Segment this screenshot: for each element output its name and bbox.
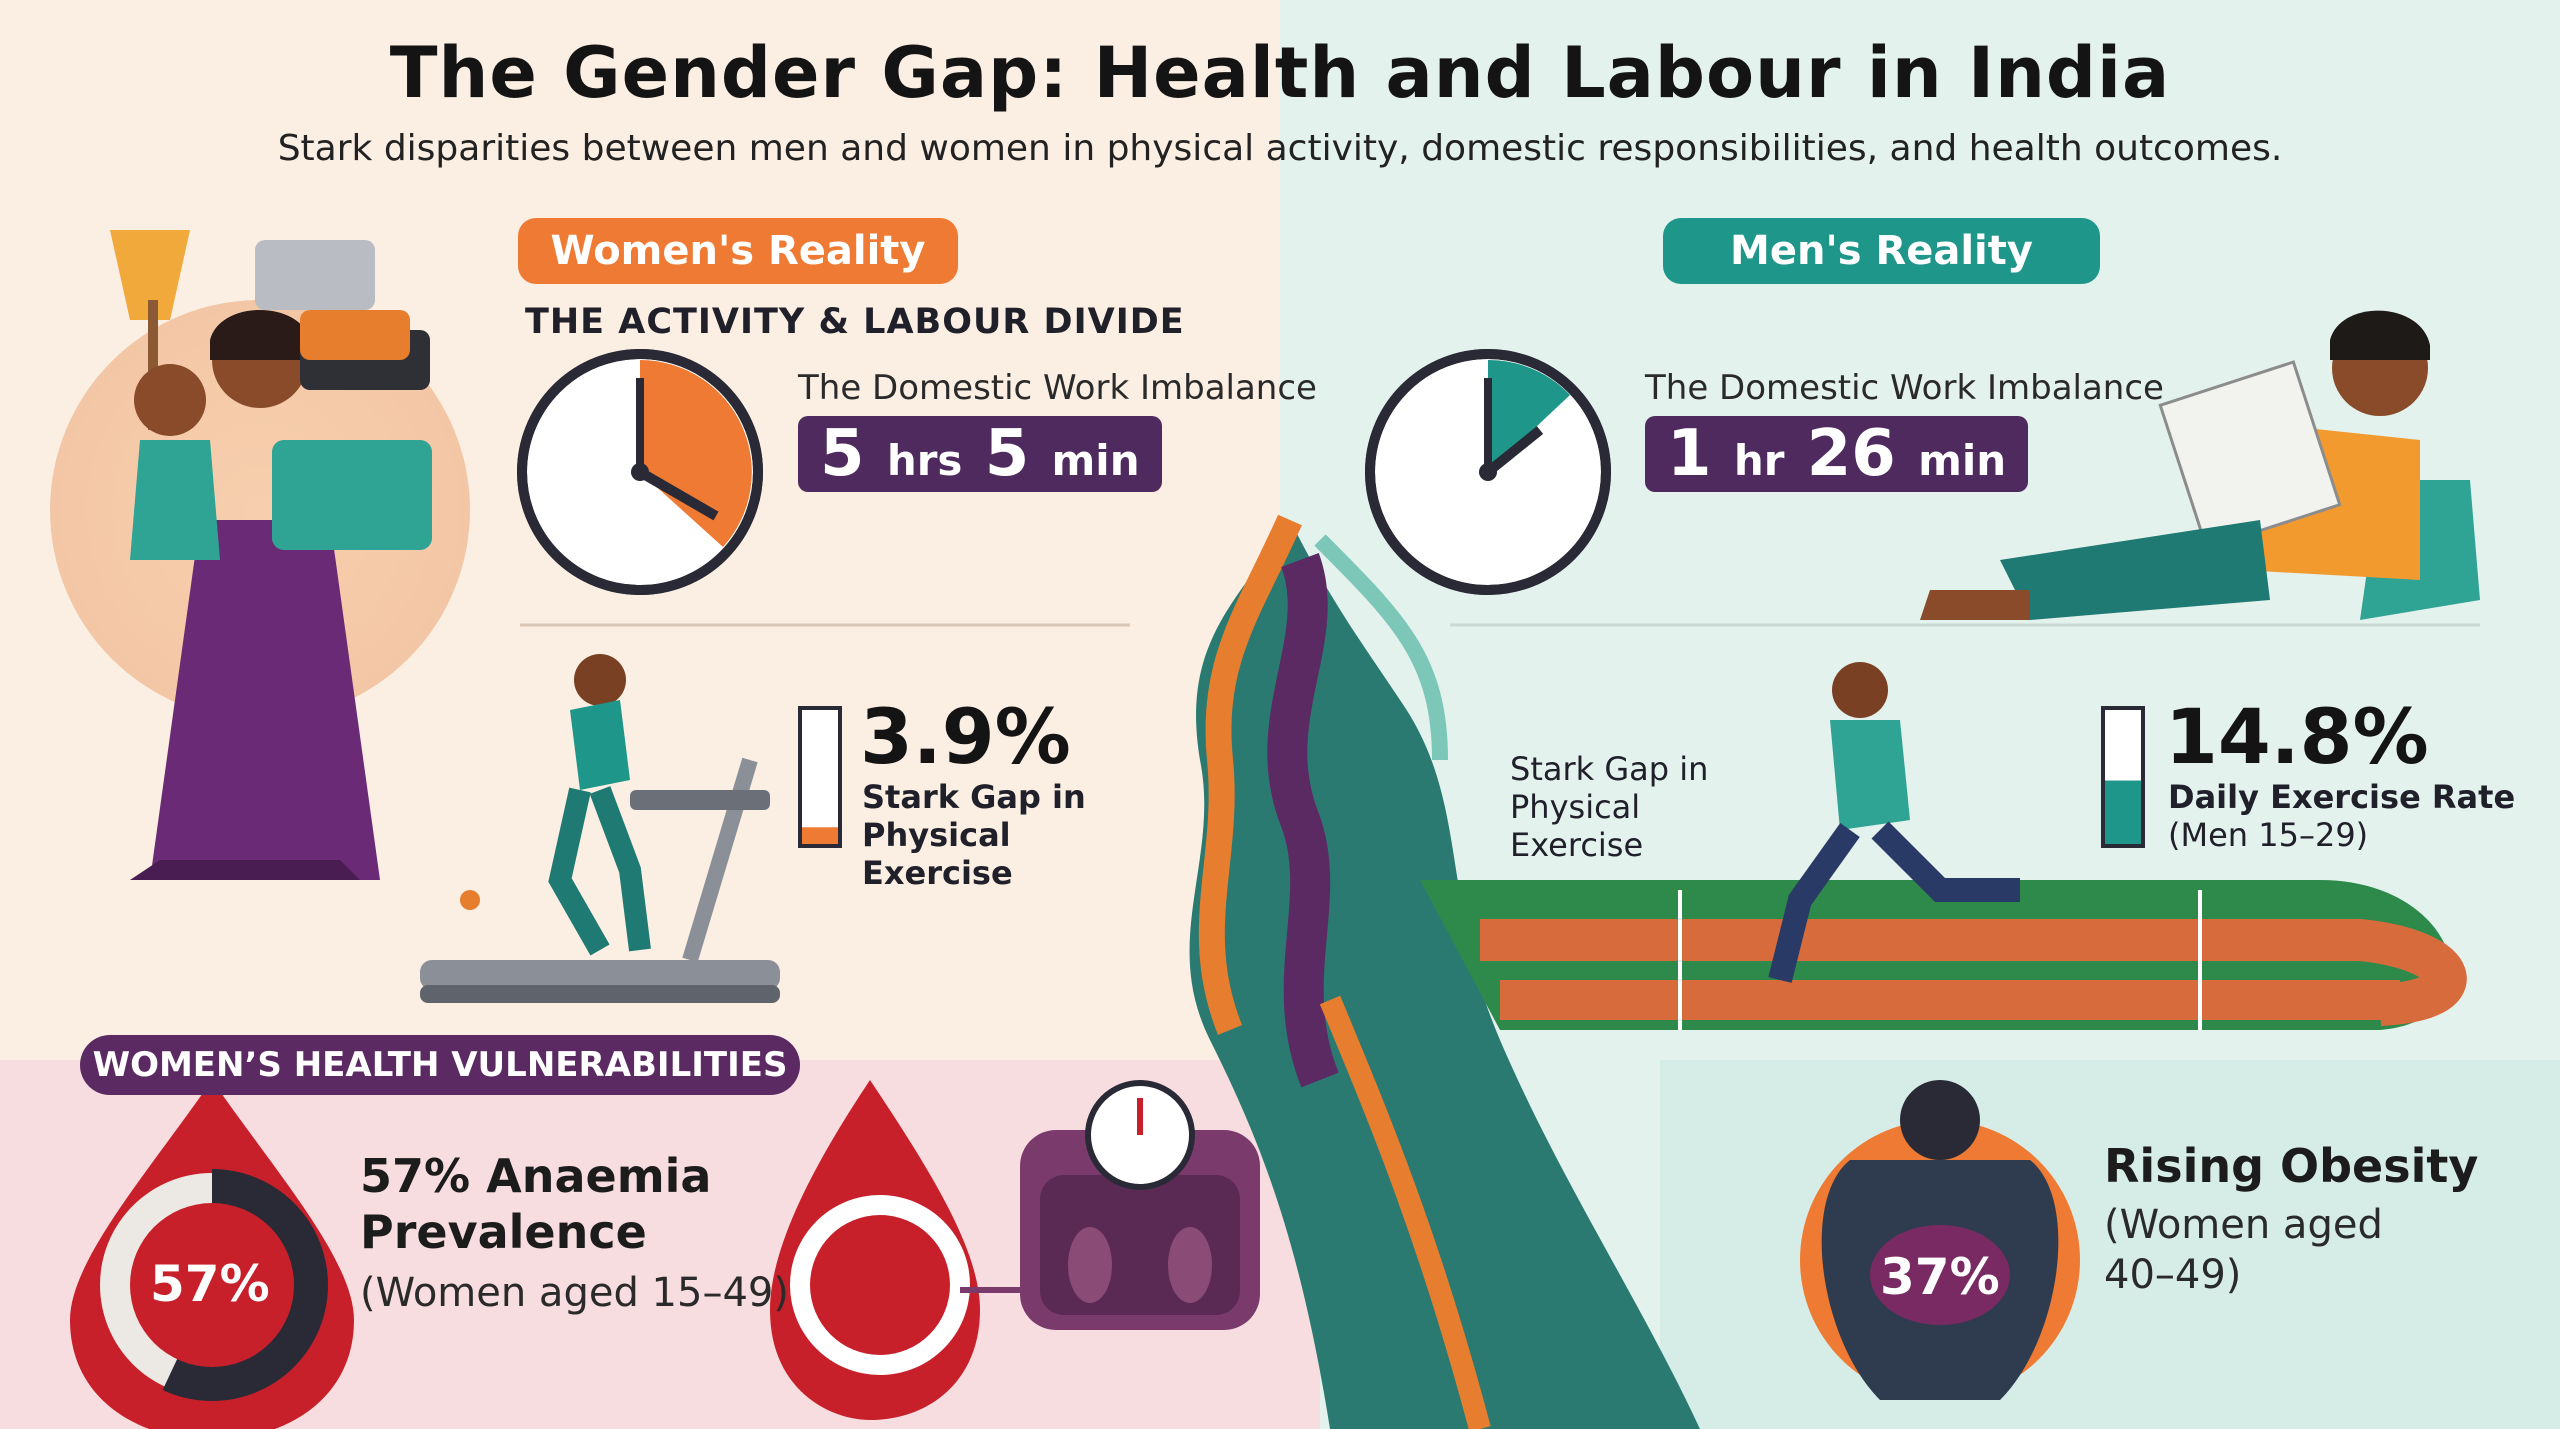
men-clock-icon [1365, 349, 1611, 595]
women-exercise-value: 3.9% [860, 692, 1071, 781]
men-domestic-work-label: The Domestic Work Imbalance [1645, 368, 2164, 408]
canyon-divider [1189, 514, 1700, 1429]
obesity-ring-value: 37% [1880, 1248, 2000, 1306]
women-exercise-gauge-icon [798, 706, 842, 848]
men-exercise-side-label: Stark Gap in Physical Exercise [1510, 750, 1709, 864]
men-domestic-hours: 1 [1667, 417, 1712, 491]
men-domestic-time: 1 hr 26 min [1645, 416, 2029, 492]
men-exercise-gauge-icon [2101, 706, 2145, 848]
page-subtitle: Stark disparities between men and women … [277, 128, 2283, 169]
women-exercise-caption: Stark Gap in Physical Exercise [862, 778, 1086, 892]
obesity-title: Rising Obesity [2104, 1139, 2479, 1193]
anaemia-group: (Women aged 15–49) [360, 1270, 789, 1316]
blood-drop-icon [70, 1080, 354, 1429]
running-track-illustration [1420, 662, 2467, 1030]
page-title: The Gender Gap: Health and Labour in Ind… [389, 32, 2171, 114]
anaemia-title: 57% Anaemia Prevalence [360, 1149, 712, 1259]
man-reading-illustration [1450, 310, 2480, 627]
men-domestic-minutes: 26 [1806, 417, 1896, 491]
women-hours-unit: hrs [886, 436, 963, 485]
obesity-group: (Women aged 40–49) [2104, 1202, 2383, 1298]
women-reality-badge: Women's Reality [518, 218, 958, 284]
men-exercise-caption: Daily Exercise Rate [2168, 778, 2516, 816]
men-exercise-value: 14.8% [2165, 692, 2429, 781]
men-hours-unit: hr [1733, 436, 1785, 485]
women-minutes-unit: min [1051, 436, 1140, 485]
body-silhouette-icon [1800, 1080, 2080, 1400]
woman-illustration [50, 230, 470, 880]
men-reality-badge: Men's Reality [1663, 218, 2100, 284]
women-domestic-time: 5 hrs 5 min [798, 416, 1162, 492]
weighing-scale-icon [960, 1080, 1260, 1330]
second-blood-drop-icon [770, 1080, 980, 1420]
activity-labour-divide-heading: THE ACTIVITY & LABOUR DIVIDE [525, 302, 1185, 342]
men-minutes-unit: min [1918, 436, 2007, 485]
women-domestic-hours: 5 [820, 417, 865, 491]
men-exercise-group: (Men 15–29) [2168, 816, 2369, 854]
treadmill-runner-illustration [420, 654, 780, 1003]
women-domestic-minutes: 5 [984, 417, 1030, 491]
anaemia-ring-value: 57% [150, 1255, 270, 1313]
women-clock-icon [517, 349, 763, 595]
women-domestic-work-label: The Domestic Work Imbalance [798, 368, 1317, 408]
health-vulnerabilities-badge: WOMEN’S HEALTH VULNERABILITIES [80, 1035, 800, 1095]
